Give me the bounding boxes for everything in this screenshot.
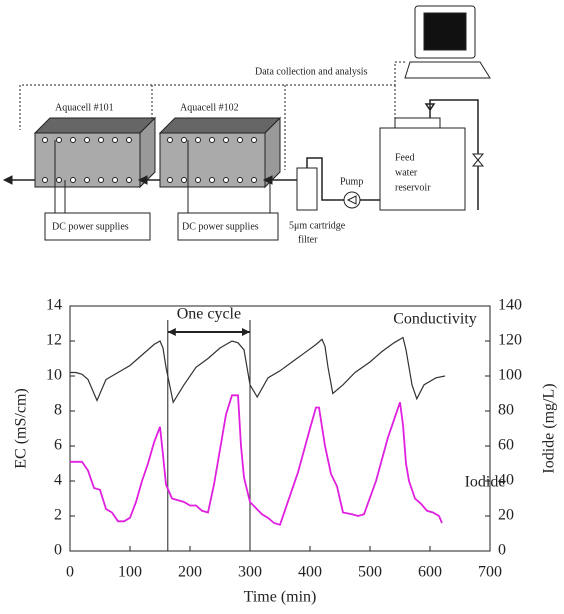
data-lines (19, 61, 405, 170)
series-line (70, 394, 443, 526)
pump-symbol (346, 195, 357, 205)
y2-tick-label: 80 (498, 402, 514, 419)
y-tick-label: 4 (54, 472, 62, 489)
electrode (56, 137, 62, 143)
electrode (223, 177, 229, 183)
x-tick-label: 0 (66, 564, 74, 581)
power-box (44, 212, 151, 241)
cell-label: Aquacell #101 (55, 102, 114, 113)
electrode (195, 137, 201, 143)
electrode (42, 137, 48, 143)
series-line (70, 336, 446, 404)
plot-frame (69, 305, 491, 552)
pump (343, 191, 361, 209)
y2-tick-label: 100 (498, 367, 522, 384)
electrode (56, 177, 62, 183)
flow-lines (8, 157, 380, 201)
x-tick-label: 600 (418, 564, 442, 581)
electrode (98, 177, 104, 183)
cell-top (33, 117, 157, 134)
y-tick-label: 2 (54, 507, 62, 524)
y2-tick-label: 0 (498, 542, 506, 559)
screen (423, 12, 467, 51)
x-tick-label: 700 (478, 564, 502, 581)
electrode (167, 137, 173, 143)
electrode (251, 177, 257, 183)
y-tick-label: 10 (46, 367, 62, 384)
reservoir (379, 127, 466, 211)
x-tick-label: 300 (238, 564, 262, 581)
electrode (42, 177, 48, 183)
valve (471, 153, 485, 167)
x-tick-label: 200 (178, 564, 202, 581)
series-label: Conductivity (393, 311, 477, 328)
filter-label: 5μm cartridge (289, 220, 346, 231)
y-tick-label: 14 (46, 297, 62, 314)
electrode (181, 137, 187, 143)
power-label: DC power supplies (52, 221, 129, 232)
cell-top (158, 117, 282, 134)
electrode (126, 177, 132, 183)
filter (296, 167, 318, 211)
pump-label: Pump (340, 176, 363, 187)
y-tick-label: 6 (54, 437, 62, 454)
power-box (177, 212, 279, 241)
electrode (84, 177, 90, 183)
y2-tick-label: 120 (498, 332, 522, 349)
y-tick-label: 0 (54, 542, 62, 559)
y2-tick-label: 60 (498, 437, 514, 454)
electrode (209, 137, 215, 143)
power-label: DC power supplies (182, 221, 259, 232)
electrode (98, 137, 104, 143)
x-tick-label: 100 (118, 564, 142, 581)
reservoir-label: reservoir (395, 182, 431, 193)
y-axis-label: EC (mS/cm) (13, 388, 30, 468)
filter-label: filter (298, 234, 318, 245)
diagram (2, 5, 491, 241)
annotation: One cycle (177, 306, 241, 323)
x-tick-label: 400 (298, 564, 322, 581)
electrode (223, 137, 229, 143)
x-axis-label: Time (min) (244, 589, 317, 606)
keyboard (404, 61, 491, 79)
y2-tick-label: 40 (498, 472, 514, 489)
electrode (167, 177, 173, 183)
electrode (237, 137, 243, 143)
x-tick-label: 500 (358, 564, 382, 581)
electrode (209, 177, 215, 183)
electrode (112, 137, 118, 143)
cell-label: Aquacell #102 (180, 102, 239, 113)
y-tick-label: 12 (46, 332, 62, 349)
y-tick-label: 8 (54, 402, 62, 419)
chart: 0 100 200 300 400 500 600 700024681012140204060… (13, 297, 558, 606)
electrode (181, 177, 187, 183)
reservoir-label: Feed (395, 152, 414, 163)
arrows (2, 175, 273, 185)
reservoir-label: water (395, 167, 418, 178)
electrode (70, 137, 76, 143)
electrode (112, 177, 118, 183)
electrode (237, 177, 243, 183)
data-label: Data collection and analysis (255, 66, 368, 77)
electrode (251, 137, 257, 143)
series-label: Iodide (465, 474, 506, 491)
electrodes (42, 137, 257, 183)
y2-tick-label: 20 (498, 507, 514, 524)
electrode (126, 137, 132, 143)
electrode (84, 137, 90, 143)
power-wires (54, 140, 271, 213)
y2-tick-label: 140 (498, 297, 522, 314)
y2-axis-label: Iodide (mg/L) (541, 383, 558, 473)
electrode (70, 177, 76, 183)
electrode (195, 177, 201, 183)
reservoir-cap (394, 117, 441, 129)
